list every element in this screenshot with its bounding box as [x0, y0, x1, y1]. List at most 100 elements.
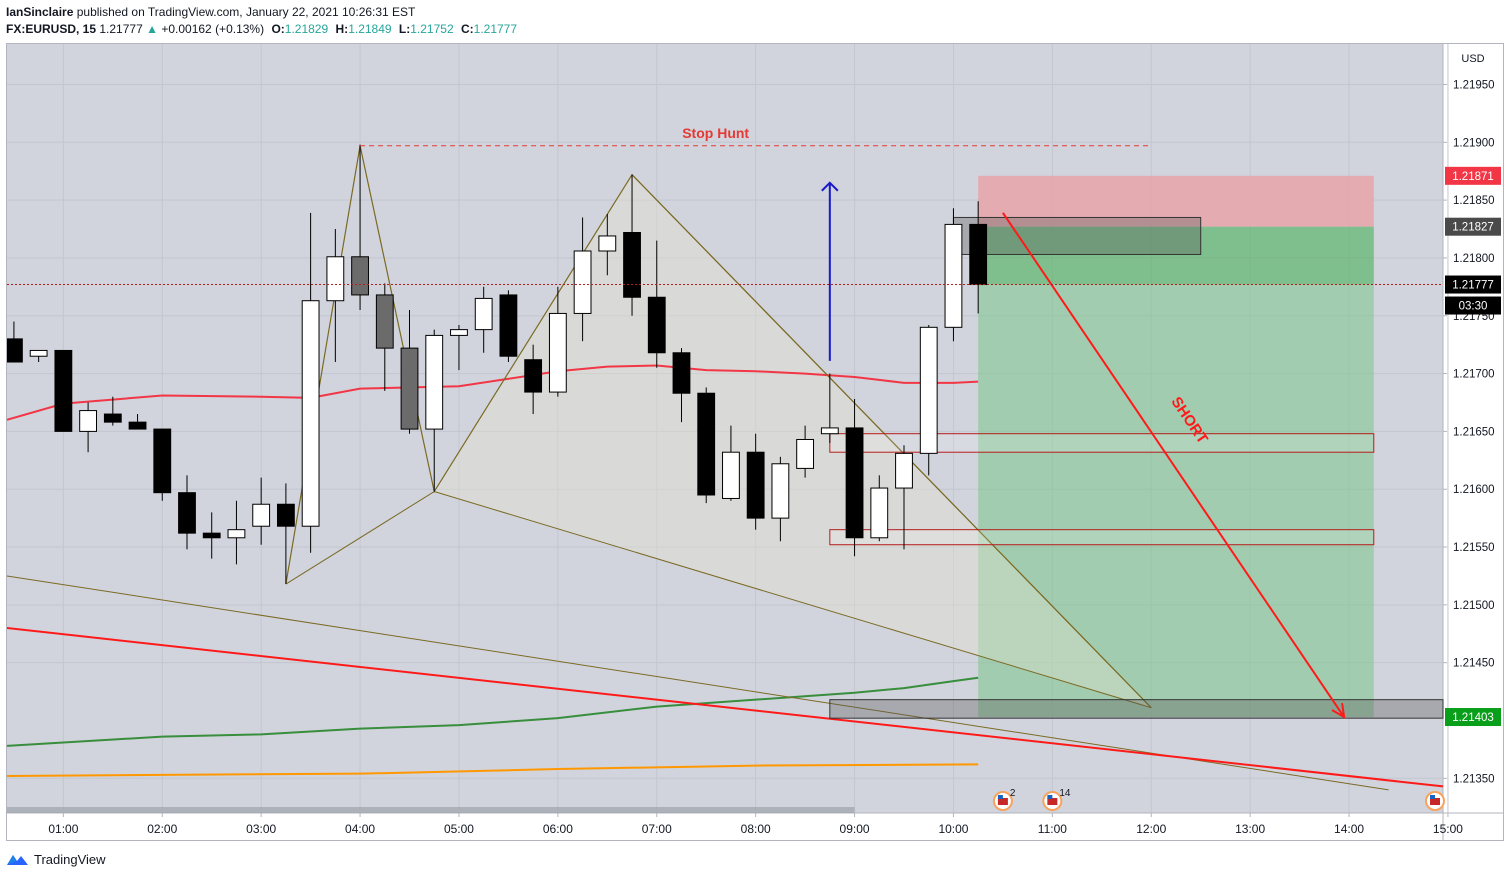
pattern-leg-line-2	[434, 491, 1152, 709]
time-tick-label: 14:00	[1334, 822, 1364, 836]
candle-body	[400, 347, 419, 430]
candle-body	[969, 223, 988, 286]
price-tick-label: 1.21650	[1453, 426, 1495, 438]
chart-header: IanSinclaire published on TradingView.co…	[6, 4, 517, 38]
chart-area[interactable]: Stop Hunt SHORT 2 14 USD 1.21950 1.21900 1.2185…	[6, 43, 1504, 841]
candle	[746, 433, 765, 530]
candle	[796, 425, 815, 478]
candle-body	[227, 529, 246, 539]
candle	[771, 456, 790, 542]
candle-body	[79, 410, 98, 432]
candle-body	[870, 487, 889, 539]
history-bar	[7, 807, 855, 813]
time-tick-label: 06:00	[543, 822, 573, 836]
price-label-5: 1.21403	[1445, 708, 1501, 727]
candle	[845, 399, 864, 557]
candle	[647, 240, 666, 368]
published-text: published on TradingView.com, January 22…	[76, 5, 416, 19]
candle	[326, 229, 345, 363]
supply-demand-zone-1	[952, 216, 1202, 255]
candle-body	[573, 250, 592, 314]
time-tick-label: 07:00	[642, 822, 672, 836]
stop-loss-zone	[978, 175, 1374, 227]
candle	[895, 445, 913, 550]
candle-body	[128, 421, 147, 430]
candle-body	[820, 427, 839, 435]
time-tick-label: 10:00	[938, 822, 968, 836]
moving-average-line-1	[7, 364, 979, 421]
candle	[919, 325, 938, 476]
candle	[870, 475, 889, 542]
time-tick-label: 02:00	[147, 822, 177, 836]
candle	[524, 344, 543, 415]
candle	[820, 373, 839, 443]
flag-canton	[1047, 795, 1053, 799]
economic-event-2: 14	[1042, 788, 1071, 811]
arrow-down-icon	[1331, 703, 1346, 719]
event-count: 2	[1010, 788, 1016, 799]
price-label-1: 1.21871	[1445, 166, 1501, 185]
price-label-bg	[1445, 217, 1501, 236]
flag-canton	[997, 795, 1003, 799]
candle	[944, 208, 963, 342]
time-tick-label: 04:00	[345, 822, 375, 836]
candle-body	[29, 349, 48, 357]
candle	[79, 402, 98, 453]
candle-body	[944, 223, 963, 328]
candle-body	[103, 413, 122, 423]
candle-body	[252, 503, 271, 527]
candle-body	[796, 438, 815, 469]
close-label: C:	[460, 22, 474, 36]
candle	[548, 286, 567, 397]
price-tick-label: 1.21850	[1453, 195, 1495, 207]
candle-body	[450, 329, 468, 336]
time-tick-label: 11:00	[1038, 822, 1067, 836]
candle	[598, 213, 617, 276]
candle	[722, 425, 740, 501]
time-tick-label: 09:00	[840, 822, 870, 836]
price-tick-label: 1.21350	[1453, 773, 1495, 785]
high-label: H:	[335, 22, 349, 36]
supply-demand-zone-4	[829, 699, 1444, 719]
price-label-text: 1.21871	[1452, 171, 1494, 183]
candle	[672, 348, 691, 423]
candle	[400, 309, 419, 434]
candle	[450, 325, 468, 371]
candle	[29, 349, 48, 363]
low-label: L:	[398, 22, 411, 36]
price-label-text: 1.21827	[1452, 222, 1494, 234]
currency-label: USD	[1461, 53, 1484, 65]
price-tick-label: 1.21550	[1453, 542, 1495, 554]
candle	[128, 414, 147, 430]
time-tick-label: 12:00	[1136, 822, 1166, 836]
supply-demand-zone-2	[829, 433, 1375, 453]
high-value: 1.21849	[348, 22, 392, 36]
candle-body	[54, 349, 73, 432]
price-label-4: 03:30	[1445, 296, 1501, 315]
candle	[697, 387, 716, 504]
economic-event-3	[1425, 791, 1445, 811]
candle-body	[623, 231, 641, 298]
short-arrow-line	[1002, 212, 1345, 718]
candle	[301, 212, 320, 553]
candle-body	[474, 297, 493, 331]
price-change: +0.00162 (+0.13%)	[161, 22, 265, 36]
candle-body	[375, 294, 394, 349]
candle	[351, 144, 369, 310]
price-label-3: 1.21777	[1445, 275, 1501, 294]
price-tick-label: 1.21700	[1453, 369, 1495, 381]
supply-demand-zone-3	[829, 529, 1375, 546]
moving-average-line-3	[7, 763, 979, 777]
brand-label[interactable]: TradingView	[34, 851, 106, 867]
time-tick-label: 13:00	[1235, 822, 1265, 836]
candle	[969, 201, 988, 314]
time-tick-label: 15:00	[1433, 822, 1463, 836]
price-label-text: 03:30	[1459, 301, 1488, 313]
candle	[178, 475, 196, 550]
author-name[interactable]: IanSinclaire	[6, 5, 74, 19]
candle-body	[276, 503, 295, 527]
tradingview-logo-icon[interactable]	[6, 851, 30, 867]
candle-body	[326, 256, 345, 302]
price-tick-label: 1.21450	[1453, 658, 1495, 670]
